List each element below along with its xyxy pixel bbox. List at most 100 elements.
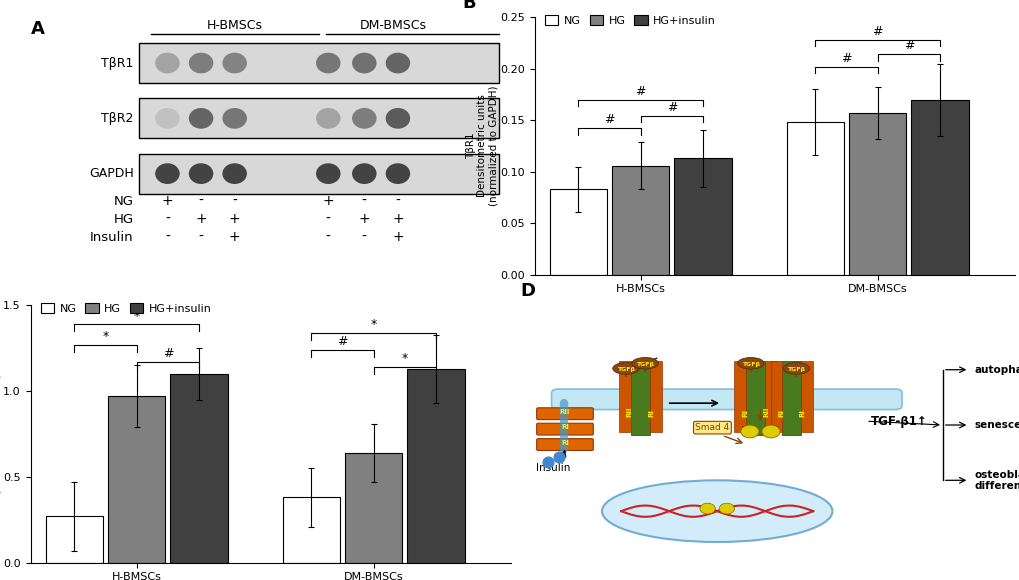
Bar xyxy=(108,396,165,563)
Text: -: - xyxy=(325,212,330,226)
Ellipse shape xyxy=(352,163,376,184)
Ellipse shape xyxy=(601,480,832,542)
Ellipse shape xyxy=(155,163,179,184)
Text: HG: HG xyxy=(113,213,133,226)
Text: +: + xyxy=(322,194,334,208)
Text: TGFβ: TGFβ xyxy=(741,361,759,367)
Bar xyxy=(549,189,606,274)
Ellipse shape xyxy=(385,53,410,74)
Ellipse shape xyxy=(385,108,410,129)
Ellipse shape xyxy=(632,357,657,369)
Text: senescence↑: senescence↑ xyxy=(973,420,1019,430)
Text: GAPDH: GAPDH xyxy=(89,167,133,180)
FancyBboxPatch shape xyxy=(745,361,764,434)
Text: *: * xyxy=(370,318,376,331)
FancyBboxPatch shape xyxy=(619,361,630,432)
Text: -: - xyxy=(232,194,236,208)
Text: B: B xyxy=(463,0,476,12)
Bar xyxy=(674,158,731,274)
Ellipse shape xyxy=(316,163,340,184)
Text: Insulin: Insulin xyxy=(90,231,133,244)
Text: -: - xyxy=(325,230,330,244)
Bar xyxy=(911,100,968,274)
Ellipse shape xyxy=(155,53,179,74)
Ellipse shape xyxy=(385,163,410,184)
Bar xyxy=(611,165,668,274)
Ellipse shape xyxy=(761,425,780,438)
Text: -: - xyxy=(395,194,399,208)
Text: NG: NG xyxy=(114,195,133,208)
Text: +: + xyxy=(391,212,404,226)
Legend: NG, HG, HG+insulin: NG, HG, HG+insulin xyxy=(36,298,216,318)
Text: TGFβ: TGFβ xyxy=(636,361,653,367)
Text: +: + xyxy=(391,230,404,244)
Ellipse shape xyxy=(222,53,247,74)
Text: osteoblast
differentiation↓: osteoblast differentiation↓ xyxy=(973,469,1019,491)
FancyBboxPatch shape xyxy=(734,361,745,432)
FancyBboxPatch shape xyxy=(139,43,498,83)
Text: Smad: Smad xyxy=(700,506,713,510)
Text: -: - xyxy=(362,194,367,208)
Ellipse shape xyxy=(699,503,714,514)
Ellipse shape xyxy=(352,108,376,129)
Bar xyxy=(786,122,843,274)
Text: TGFβ: TGFβ xyxy=(616,367,635,372)
Text: Insulin: Insulin xyxy=(535,463,570,473)
Text: TβR1: TβR1 xyxy=(101,56,133,70)
FancyBboxPatch shape xyxy=(769,361,782,432)
Text: RI: RI xyxy=(799,409,804,417)
Bar xyxy=(848,113,906,274)
Ellipse shape xyxy=(189,108,213,129)
Ellipse shape xyxy=(316,108,340,129)
Point xyxy=(539,458,555,467)
Text: RII: RII xyxy=(559,409,570,415)
Text: TGF-β1↑: TGF-β1↑ xyxy=(870,415,926,427)
Text: RI: RI xyxy=(777,409,784,417)
FancyBboxPatch shape xyxy=(649,361,661,432)
Text: Smad: Smad xyxy=(719,506,733,510)
Ellipse shape xyxy=(222,163,247,184)
Ellipse shape xyxy=(189,53,213,74)
Bar xyxy=(170,374,227,563)
Text: #: # xyxy=(162,347,173,360)
Ellipse shape xyxy=(189,163,213,184)
Y-axis label: TβR1
Densitometric units
(normalized to GAPDH): TβR1 Densitometric units (normalized to … xyxy=(466,86,498,206)
Text: +: + xyxy=(228,212,240,226)
Text: #: # xyxy=(603,114,614,126)
Point xyxy=(550,452,567,462)
Text: #: # xyxy=(337,335,347,349)
Text: +: + xyxy=(228,230,240,244)
Text: D: D xyxy=(520,282,535,300)
Ellipse shape xyxy=(740,425,758,438)
FancyBboxPatch shape xyxy=(801,361,812,432)
Text: RI: RI xyxy=(560,424,569,430)
FancyBboxPatch shape xyxy=(782,361,801,434)
Text: #: # xyxy=(666,101,677,114)
Ellipse shape xyxy=(718,503,734,514)
FancyBboxPatch shape xyxy=(536,408,593,419)
FancyBboxPatch shape xyxy=(139,154,498,194)
Text: DM-BMSCs: DM-BMSCs xyxy=(360,19,426,32)
FancyBboxPatch shape xyxy=(536,423,593,435)
Text: Smad
2/3: Smad 2/3 xyxy=(742,426,757,437)
Y-axis label: TβR2
Densitometric units
(normalized to GAPDH): TβR2 Densitometric units (normalized to … xyxy=(0,374,2,494)
Ellipse shape xyxy=(612,362,639,374)
Text: RI: RI xyxy=(560,440,569,445)
Text: -: - xyxy=(199,230,203,244)
Text: RI: RI xyxy=(647,409,653,417)
Text: #: # xyxy=(841,52,851,65)
Bar xyxy=(407,369,464,563)
Bar xyxy=(344,453,401,563)
Text: -: - xyxy=(165,230,170,244)
FancyBboxPatch shape xyxy=(764,361,776,432)
Ellipse shape xyxy=(352,53,376,74)
Text: *: * xyxy=(133,310,140,322)
Text: H-BMSCs: H-BMSCs xyxy=(207,19,263,32)
Bar xyxy=(46,516,103,563)
Ellipse shape xyxy=(783,362,809,374)
Text: #: # xyxy=(871,25,882,38)
Text: -: - xyxy=(165,212,170,226)
Text: A: A xyxy=(31,20,45,38)
Ellipse shape xyxy=(316,53,340,74)
Text: Smad
2/3: Smad 2/3 xyxy=(762,426,777,437)
